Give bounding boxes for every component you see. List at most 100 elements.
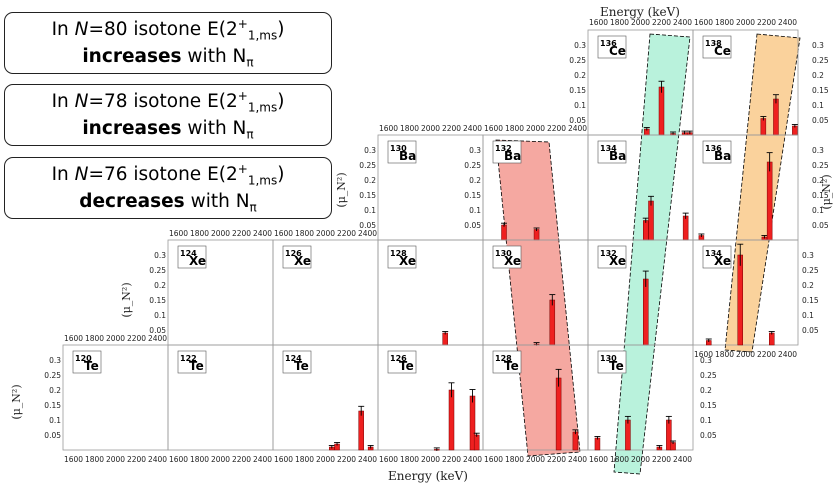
bar-130Te-0 — [594, 437, 601, 451]
xtick-bottom-c4-2: 2000 — [526, 455, 545, 464]
nucleus-element: Ce — [609, 44, 626, 58]
ytick-r2-right-1: 0.1 — [802, 311, 814, 320]
xtick-top-c2-0: 1600 — [274, 229, 293, 238]
ytick-r0-2: 0.15 — [569, 86, 586, 95]
nucleus-label-box — [387, 245, 417, 269]
xtick-top-c5-4: 2400 — [673, 18, 692, 27]
ytick-r3-4: 0.25 — [44, 371, 61, 380]
xtick-bottom-c6-4: 2400 — [778, 350, 797, 359]
nucleus-mass: 124 — [180, 249, 197, 258]
y-axis-title-3: (μ_N²) — [820, 174, 833, 209]
xtick-top-c0-1: 1800 — [85, 334, 104, 343]
xtick-bottom-c2-2: 2000 — [316, 455, 335, 464]
callout-n76-line2: decreases with Nπ — [79, 191, 257, 215]
nucleus-label-box — [177, 350, 207, 374]
nucleus-label-box — [387, 140, 417, 164]
ytick-r2-right-4: 0.25 — [802, 266, 819, 275]
nucleus-mass: 130 — [600, 354, 617, 363]
nucleus-label-box — [702, 140, 732, 164]
xtick-top-c3-0: 1600 — [379, 124, 398, 133]
callout-n78-line1: In N=78 isotone E(2+1,ms) — [51, 88, 285, 115]
ytick-r1-inner-5: 0.3 — [469, 146, 481, 155]
xtick-bottom-c5-3: 2200 — [652, 455, 671, 464]
ytick-r0-right-2: 0.15 — [812, 86, 829, 95]
nucleus-label-box — [387, 350, 417, 374]
xtick-top-c1-0: 1600 — [169, 229, 188, 238]
xtick-bottom-c2-1: 1800 — [295, 455, 314, 464]
ytick-r2-right-0: 0.05 — [802, 326, 819, 335]
ytick-r2-5: 0.3 — [154, 251, 166, 260]
nucleus-element: Xe — [504, 254, 521, 268]
xtick-bottom-c5-0: 1600 — [589, 455, 608, 464]
ytick-r0-1: 0.1 — [574, 101, 586, 110]
nucleus-mass: 126 — [390, 354, 407, 363]
ytick-r0-0: 0.05 — [569, 116, 586, 125]
xtick-top-c0-4: 2400 — [148, 334, 167, 343]
nucleus-element: Ba — [609, 149, 626, 163]
ytick-r3-2: 0.15 — [44, 401, 61, 410]
ytick-r3-right-2: 0.15 — [700, 401, 717, 410]
ytick-r1-inner-1: 0.1 — [469, 206, 481, 215]
bar-126Te-1 — [448, 389, 455, 451]
callout-n78-line2: increases with Nπ — [82, 118, 254, 142]
ytick-r1-4: 0.25 — [359, 161, 376, 170]
isotone-bands — [495, 33, 801, 475]
ytick-r0-right-1: 0.1 — [812, 101, 824, 110]
ytick-r1-3: 0.2 — [364, 176, 376, 185]
xtick-bottom-c1-0: 1600 — [169, 455, 188, 464]
nucleus-label-box — [282, 350, 312, 374]
xtick-top-c2-2: 2000 — [316, 229, 335, 238]
ytick-r3-right-4: 0.25 — [700, 371, 717, 380]
xtick-top-c3-1: 1800 — [400, 124, 419, 133]
nucleus-label-box — [597, 245, 627, 269]
xtick-top-c4-0: 1600 — [484, 124, 503, 133]
bar-138Ce-1 — [773, 98, 779, 136]
ytick-r2-right-3: 0.2 — [802, 281, 814, 290]
xtick-bottom-c3-0: 1600 — [379, 455, 398, 464]
nucleus-element: Te — [399, 359, 414, 373]
nucleus-label-box — [492, 350, 522, 374]
nucleus-element: Xe — [714, 254, 731, 268]
y-axis-title-2: (μ_N²) — [335, 172, 348, 207]
ytick-r2-2: 0.15 — [149, 296, 166, 305]
ytick-r1-right-1: 0.1 — [812, 206, 824, 215]
ytick-r1-inner-4: 0.25 — [464, 161, 481, 170]
xtick-top-c3-2: 2000 — [421, 124, 440, 133]
callout-n80: In N=80 isotone E(2+1,ms) increases with… — [4, 12, 332, 74]
ytick-r0-right-0: 0.05 — [812, 116, 829, 125]
bar-136Ba-2 — [766, 161, 773, 241]
bar-128Xe-0 — [442, 332, 448, 346]
xtick-bottom-c0-4: 2400 — [148, 455, 167, 464]
bar-126Te-3 — [473, 434, 480, 451]
bar-130Te-1 — [625, 419, 631, 451]
isotone-band-n80 — [724, 33, 801, 353]
xtick-bottom-c5-2: 2000 — [631, 455, 650, 464]
ytick-r2-3: 0.2 — [154, 281, 166, 290]
y-axis-title-1: (μ_N²) — [120, 282, 133, 317]
nucleus-label-box — [177, 245, 207, 269]
nucleus-element: Xe — [294, 254, 311, 268]
ytick-r1-1: 0.1 — [364, 206, 376, 215]
nucleus-element: Ba — [399, 149, 416, 163]
callout-n78: In N=78 isotone E(2+1,ms) increases with… — [4, 84, 332, 146]
xtick-top-c6-2: 2000 — [736, 18, 755, 27]
xtick-bottom-c2-3: 2200 — [337, 455, 356, 464]
ytick-r1-inner-2: 0.15 — [464, 191, 481, 200]
xtick-bottom-c2-4: 2400 — [358, 455, 377, 464]
xtick-top-c6-0: 1600 — [694, 18, 713, 27]
nucleus-mass: 134 — [600, 144, 617, 153]
ytick-r2-right-5: 0.3 — [802, 251, 814, 260]
